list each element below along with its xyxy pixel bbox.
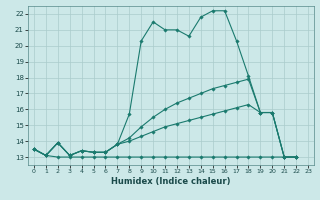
X-axis label: Humidex (Indice chaleur): Humidex (Indice chaleur) [111,177,231,186]
